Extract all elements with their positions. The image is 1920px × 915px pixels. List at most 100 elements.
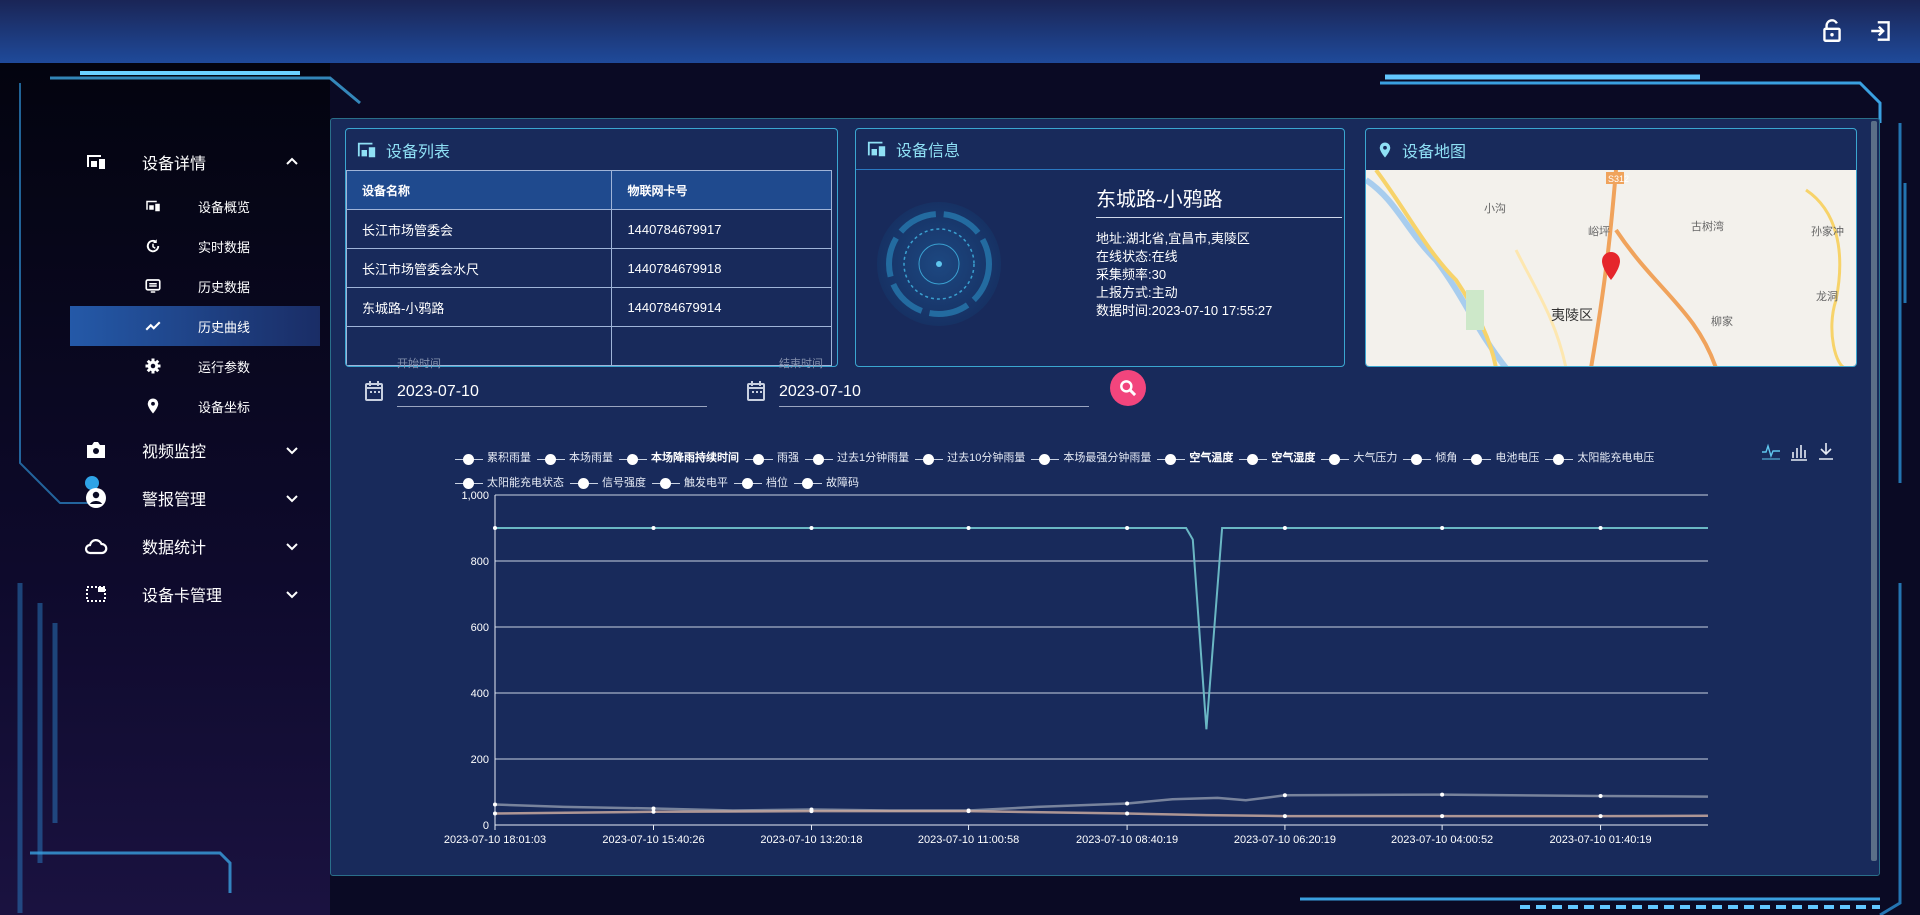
end-date-input[interactable] <box>779 377 1089 407</box>
chevron-down-icon <box>286 447 298 455</box>
cell-card-number: 1440784679917 <box>611 209 832 249</box>
table-row[interactable]: 长江市场管委会 1440784679917 <box>346 209 832 249</box>
legend-label: 本场降雨持续时间 <box>651 452 739 464</box>
legend-marker-icon <box>1403 453 1432 465</box>
legend-label: 过去10分钟雨量 <box>947 452 1026 464</box>
card-header: 设备信息 <box>856 129 1344 170</box>
sidebar-item-device-overview[interactable]: 设备概览 <box>70 186 320 226</box>
legend-marker-icon <box>652 477 680 489</box>
info-online-status: 在线状态:在线 <box>1096 249 1178 264</box>
legend-marker-icon <box>1463 453 1492 465</box>
search-button[interactable] <box>1110 370 1146 406</box>
device-info-lines: 地址:湖北省,宜昌市,夷陵区 在线状态:在线 采集频率:30 上报方式:主动 数… <box>1096 230 1272 320</box>
map-marker-icon[interactable] <box>1602 252 1620 280</box>
sidebar-item-label: 历史曲线 <box>198 319 251 335</box>
start-date-label: 开始时间 <box>397 358 441 370</box>
legend-item[interactable]: 雨强 <box>745 448 799 469</box>
divider <box>1096 217 1342 218</box>
cell-card-number: 1440784679918 <box>611 248 832 288</box>
legend-item[interactable]: 太阳能充电电压 <box>1545 448 1654 469</box>
legend-marker-icon <box>455 453 483 465</box>
sidebar-item-realtime-data[interactable]: 实时数据 <box>70 226 320 266</box>
legend-item[interactable]: 大气压力 <box>1321 448 1397 469</box>
legend-label: 太阳能充电电压 <box>1577 452 1655 464</box>
menu-group-statistics[interactable]: 数据统计 <box>70 522 320 570</box>
line-chart-icon[interactable] <box>1761 441 1781 461</box>
legend-item[interactable]: 累积雨量 <box>455 448 531 469</box>
legend-item[interactable]: 太阳能充电状态 <box>455 473 564 494</box>
cell-device-name: 东城路-小鸦路 <box>346 287 613 327</box>
lock-open-icon[interactable] <box>1819 18 1845 44</box>
trend-line-icon <box>145 321 161 331</box>
legend-label: 太阳能充电状态 <box>487 476 564 489</box>
top-header <box>0 0 1920 63</box>
logout-icon[interactable] <box>1868 18 1894 44</box>
legend-item[interactable]: 过去1分钟雨量 <box>805 448 909 469</box>
legend-label: 过去1分钟雨量 <box>837 452 910 464</box>
menu-group-video[interactable]: 视频监控 <box>70 426 320 474</box>
legend-item[interactable]: 档位 <box>734 473 788 494</box>
device-info-card: 设备信息 东城路-小鸦路 地址:湖北省,宜昌市,夷陵区 在线状态:在线 采集频率… <box>855 128 1345 367</box>
menu-label: 设备卡管理 <box>142 588 223 605</box>
calendar-icon[interactable] <box>365 381 383 401</box>
search-icon <box>1120 380 1137 397</box>
legend-marker-icon <box>745 453 773 465</box>
map-label: 小沟 <box>1484 202 1506 215</box>
sidebar-item-device-coords[interactable]: 设备坐标 <box>70 386 320 426</box>
legend-item[interactable]: 电池电压 <box>1463 448 1539 469</box>
sidebar-item-history-data[interactable]: 历史数据 <box>70 266 320 306</box>
legend-marker-icon <box>734 477 762 489</box>
sidebar-item-label: 设备坐标 <box>198 399 251 415</box>
card-title: 设备地图 <box>1402 143 1467 161</box>
scrollbar[interactable] <box>1871 121 1877 861</box>
legend-item[interactable]: 本场降雨持续时间 <box>619 448 739 469</box>
legend-marker-icon <box>1321 453 1350 465</box>
info-frequency: 采集频率:30 <box>1096 267 1167 282</box>
legend-item[interactable]: 空气温度 <box>1157 448 1233 469</box>
table-row[interactable]: 东城路-小鸦路 1440784679914 <box>346 287 832 327</box>
menu-group-device-details[interactable]: 设备详情 <box>70 138 320 186</box>
card-icon <box>86 586 106 602</box>
card-header: 设备地图 <box>1366 129 1856 170</box>
legend-label: 本场最强分钟雨量 <box>1063 452 1152 464</box>
legend-label: 大气压力 <box>1353 452 1398 464</box>
legend-marker-icon <box>794 477 822 489</box>
sidebar-item-label: 历史数据 <box>198 279 251 295</box>
device-name: 东城路-小鸦路 <box>1096 189 1223 211</box>
map-label: S312 <box>1608 174 1629 184</box>
map-view[interactable]: S312 小沟 峪坪 古树湾 孙家冲 夷陵区 柳家 龙洞 <box>1366 170 1857 367</box>
sidebar-item-history-curve[interactable]: 历史曲线 <box>70 306 320 346</box>
bar-chart-icon[interactable] <box>1789 441 1809 461</box>
column-header: 物联网卡号 <box>611 170 832 210</box>
download-icon[interactable] <box>1816 441 1836 461</box>
legend-item[interactable]: 空气湿度 <box>1239 448 1315 469</box>
legend-item[interactable]: 触发电平 <box>652 473 728 494</box>
legend-marker-icon <box>915 453 944 465</box>
legend-item[interactable]: 信号强度 <box>570 473 646 494</box>
legend-item[interactable]: 过去10分钟雨量 <box>915 448 1025 469</box>
legend-marker-icon <box>619 453 647 465</box>
device-icon <box>867 141 886 157</box>
sidebar-item-label: 运行参数 <box>198 359 251 375</box>
legend-item[interactable]: 本场最强分钟雨量 <box>1031 448 1151 469</box>
legend-item[interactable]: 故障码 <box>794 473 859 494</box>
sidebar-item-run-params[interactable]: 运行参数 <box>70 346 320 386</box>
cloud-icon <box>84 539 108 555</box>
info-report-mode: 上报方式:主动 <box>1096 285 1178 300</box>
calendar-icon[interactable] <box>747 381 765 401</box>
device-icon <box>146 200 160 212</box>
table-row[interactable] <box>346 326 832 366</box>
table-header-row: 设备名称 物联网卡号 <box>346 170 832 210</box>
legend-marker-icon <box>1545 453 1574 465</box>
info-address: 地址:湖北省,宜昌市,夷陵区 <box>1096 231 1250 246</box>
card-header: 设备列表 <box>346 129 837 170</box>
legend-item[interactable]: 倾角 <box>1403 448 1457 469</box>
legend-marker-icon <box>537 453 565 465</box>
legend-item[interactable]: 本场雨量 <box>537 448 613 469</box>
legend-marker-icon <box>1239 453 1268 465</box>
menu-label: 视频监控 <box>142 444 207 461</box>
table-row[interactable]: 长江市场管委会水尺 1440784679918 <box>346 248 832 288</box>
start-date-input[interactable] <box>397 377 707 407</box>
menu-group-alarm[interactable]: 警报管理 <box>70 474 320 522</box>
menu-group-card-management[interactable]: 设备卡管理 <box>70 570 320 618</box>
